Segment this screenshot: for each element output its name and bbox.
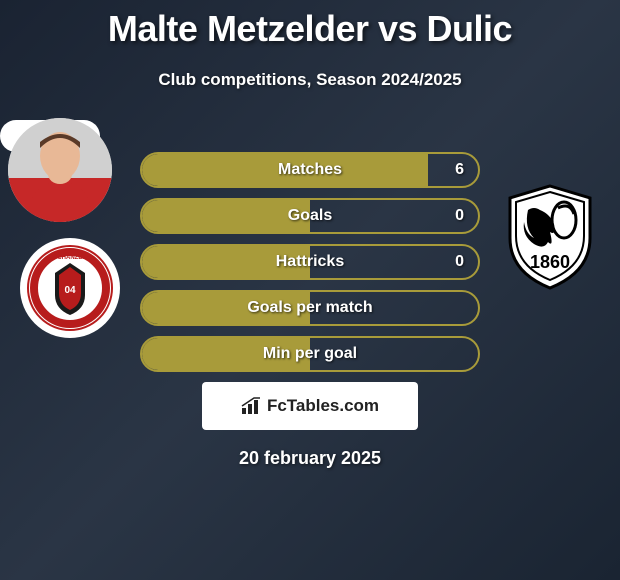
stat-label: Hattricks xyxy=(276,253,344,271)
club-badge-left-icon: 04 SCHANZER xyxy=(27,245,113,331)
stat-value: 6 xyxy=(455,161,464,179)
page-title: Malte Metzelder vs Dulic xyxy=(0,0,620,50)
stat-label: Goals per match xyxy=(247,299,372,317)
club-logo-left: 04 SCHANZER xyxy=(20,238,120,338)
stat-label: Goals xyxy=(288,207,332,225)
svg-text:04: 04 xyxy=(64,285,76,296)
stat-row-min-per-goal: Min per goal xyxy=(140,336,480,372)
branding-text: FcTables.com xyxy=(267,396,379,416)
stat-row-goals-per-match: Goals per match xyxy=(140,290,480,326)
stat-label: Matches xyxy=(278,161,342,179)
subtitle: Club competitions, Season 2024/2025 xyxy=(0,70,620,90)
svg-text:SCHANZER: SCHANZER xyxy=(53,255,87,261)
player-photo-left xyxy=(8,118,112,222)
stat-fill xyxy=(142,200,310,232)
club-logo-right: 1860 xyxy=(500,182,600,292)
player-avatar-left xyxy=(8,118,112,222)
club-badge-right-icon: 1860 xyxy=(500,182,600,292)
stats-list: Matches 6 Goals 0 Hattricks 0 Goals per … xyxy=(140,152,480,372)
stat-label: Min per goal xyxy=(263,345,357,363)
stat-value: 0 xyxy=(455,253,464,271)
stat-row-matches: Matches 6 xyxy=(140,152,480,188)
stat-value: 0 xyxy=(455,207,464,225)
stat-row-goals: Goals 0 xyxy=(140,198,480,234)
club-year: 1860 xyxy=(530,252,570,272)
branding-box: FcTables.com xyxy=(202,382,418,430)
stat-row-hattricks: Hattricks 0 xyxy=(140,244,480,280)
date-text: 20 february 2025 xyxy=(0,448,620,469)
comparison-content: 04 SCHANZER 1860 Matches 6 Goals 0 Hattr… xyxy=(0,120,620,469)
chart-icon xyxy=(241,397,263,415)
